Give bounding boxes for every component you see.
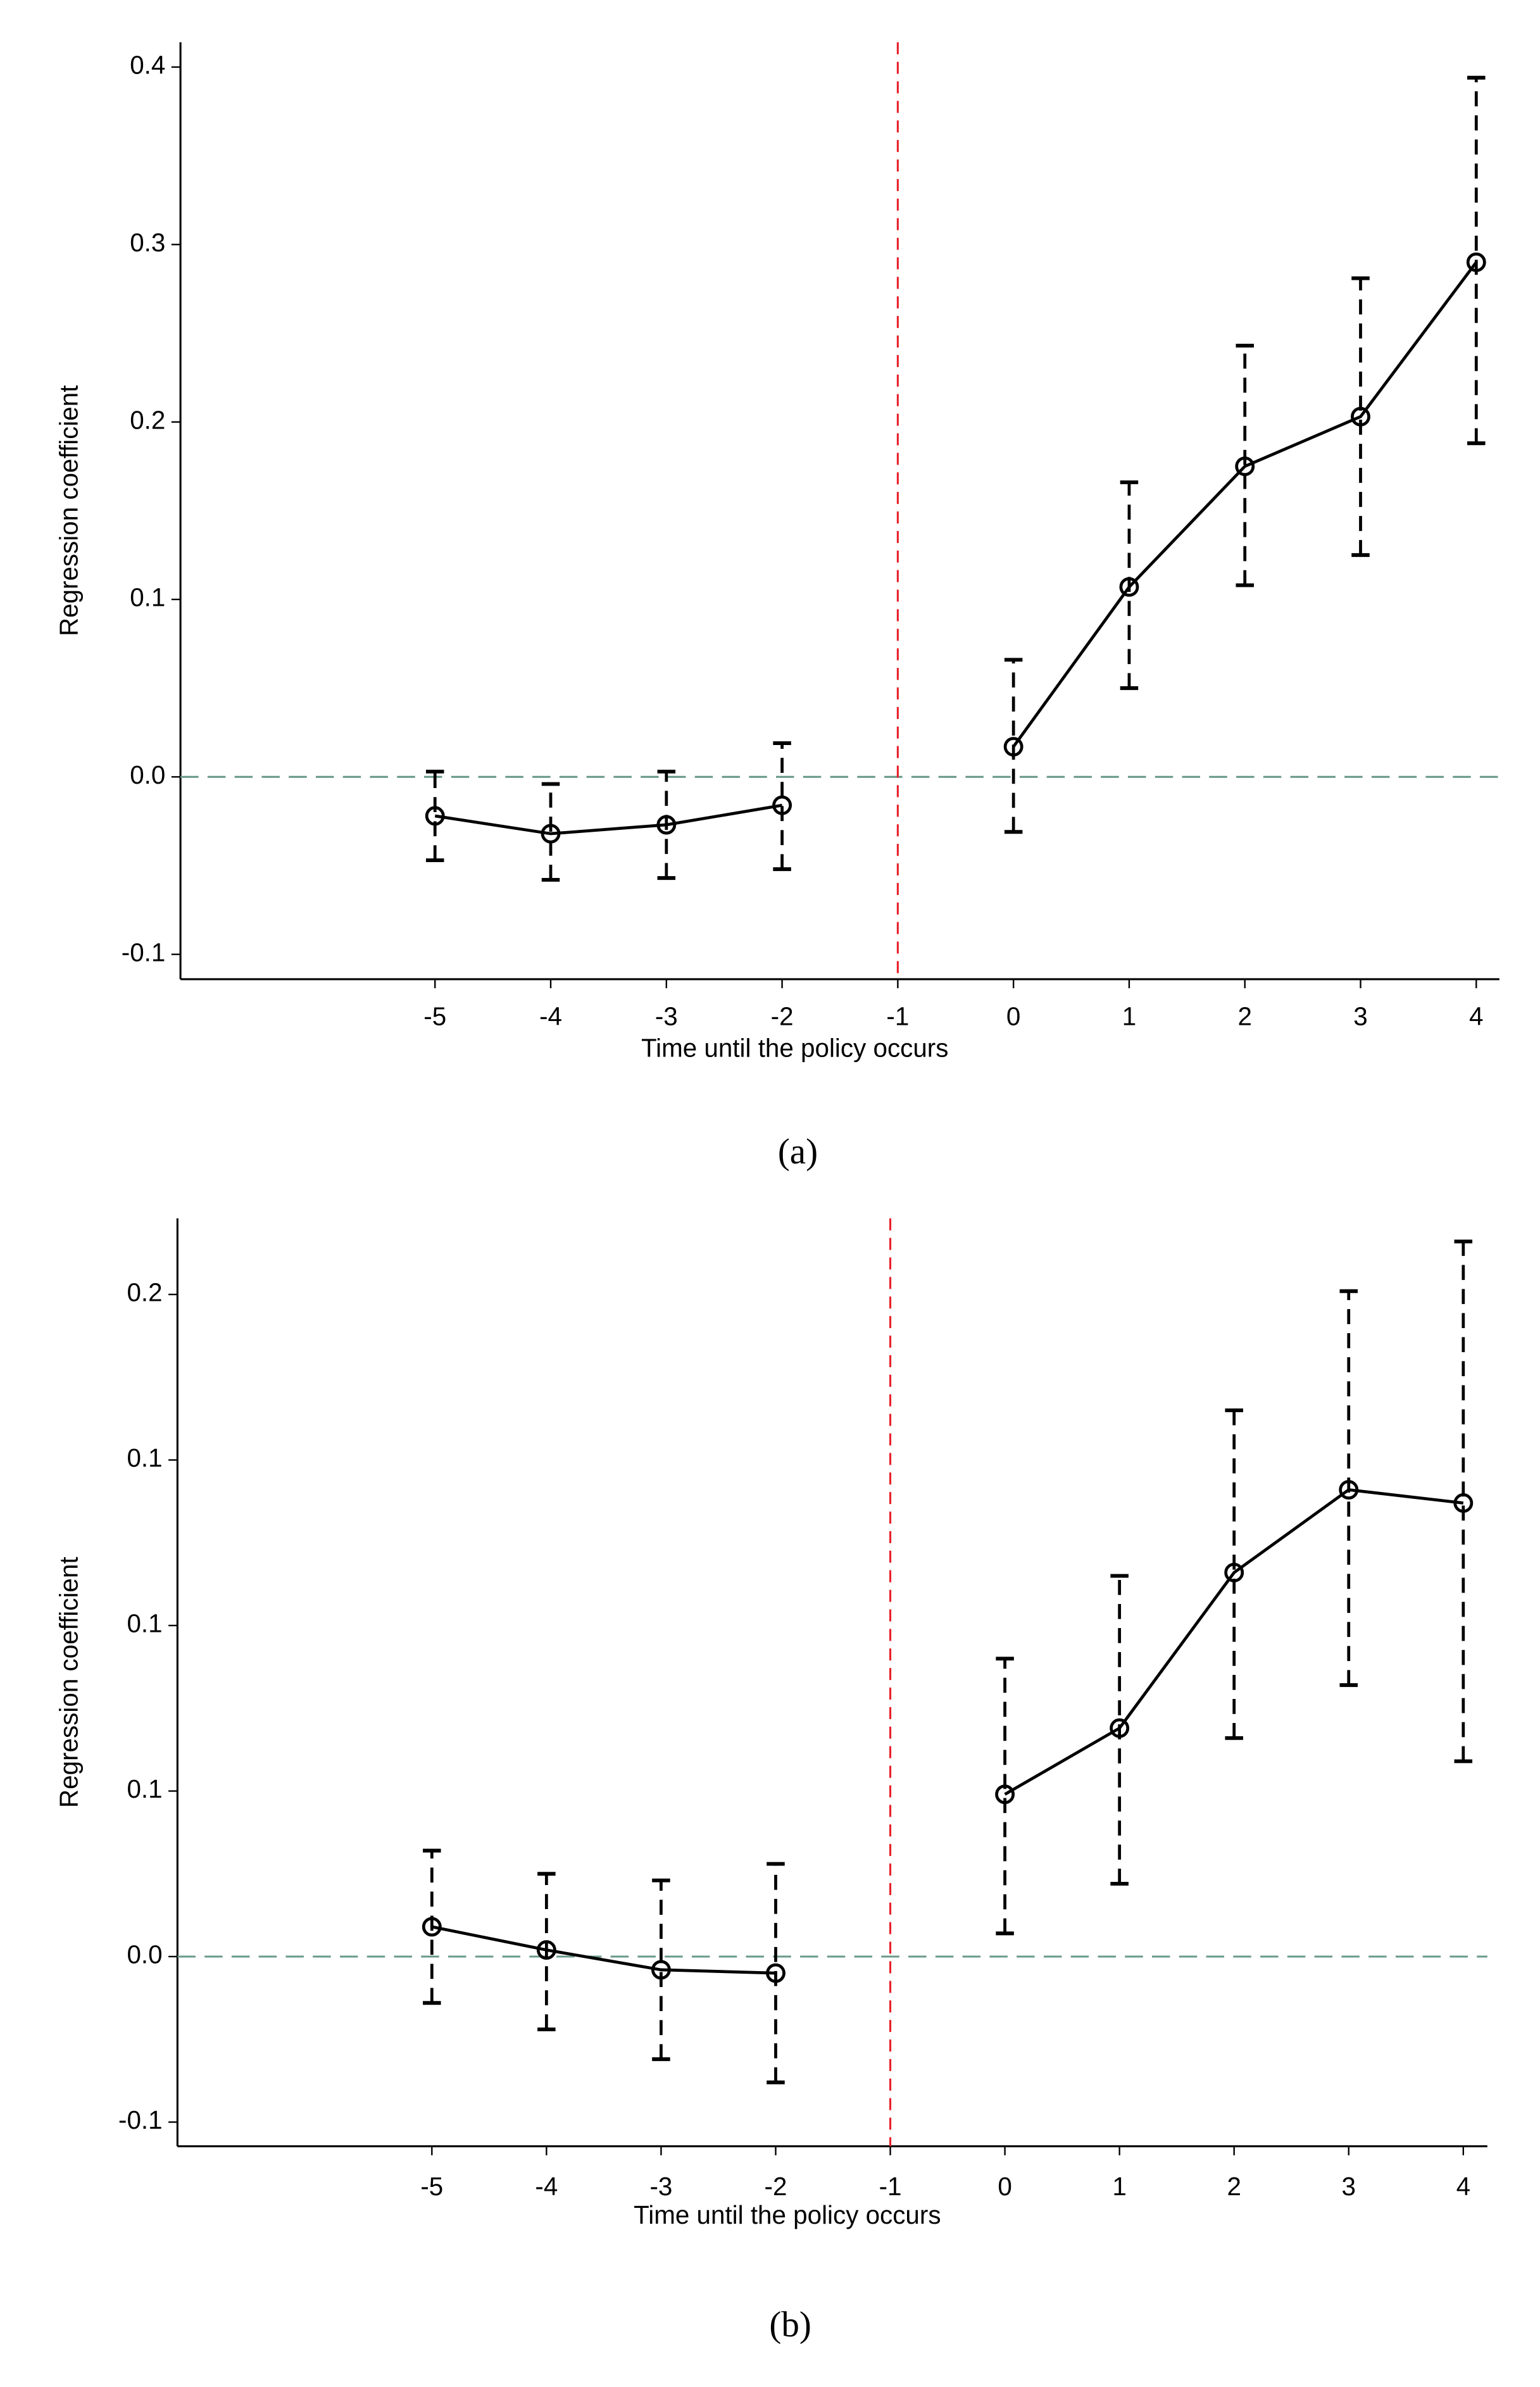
point: [772, 795, 792, 815]
point: [422, 1917, 442, 1937]
series-line: [431, 1925, 776, 1975]
point: [651, 1960, 671, 1980]
point: [1119, 577, 1139, 597]
x-tick-label: 2: [1227, 2172, 1241, 2201]
point: [1351, 406, 1370, 427]
x-tick-label: -1: [886, 1001, 909, 1031]
point: [1339, 1480, 1359, 1500]
x-tick-label: -5: [423, 1001, 446, 1031]
y-tick-label: 0.2: [127, 1278, 162, 1307]
y-axis-label: Regression coefficient: [54, 1557, 83, 1808]
x-tick-label: -2: [771, 1001, 794, 1031]
x-tick-label: -5: [420, 2172, 443, 2201]
y-tick-label: 0.3: [130, 228, 165, 257]
x-tick-label: 4: [1469, 1001, 1483, 1031]
x-axis-label: Time until the policy occurs: [641, 1033, 948, 1062]
y-tick-label: 0.1: [127, 1443, 162, 1472]
point: [1453, 1493, 1474, 1513]
x-tick-label: 3: [1342, 2172, 1356, 2201]
x-tick-label: -4: [539, 1001, 562, 1031]
caption: (a): [778, 1132, 818, 1172]
series-line: [434, 803, 782, 836]
point: [656, 815, 677, 835]
point: [1466, 252, 1486, 272]
y-tick-label: 0.1: [127, 1774, 162, 1803]
point: [1110, 1718, 1130, 1738]
point: [1224, 1562, 1244, 1582]
y-tick-label: 0.2: [130, 405, 165, 434]
point: [766, 1963, 786, 1983]
x-tick-label: -1: [879, 2172, 902, 2201]
y-tick-label: 0.4: [130, 51, 165, 80]
x-tick-label: 0: [998, 2172, 1011, 2201]
y-tick-label: 0.1: [127, 1609, 162, 1638]
point: [995, 1784, 1015, 1805]
point: [541, 824, 561, 844]
point: [536, 1940, 556, 1960]
point: [1003, 737, 1024, 757]
y-axis-label: Regression coefficient: [54, 385, 83, 637]
x-tick-label: 4: [1456, 2172, 1470, 2201]
series-line: [1012, 261, 1478, 748]
x-tick-label: 2: [1237, 1001, 1251, 1031]
x-tick-label: 0: [1006, 1001, 1020, 1031]
x-axis-label: Time until the policy occurs: [634, 2200, 941, 2229]
y-tick-label: -0.1: [122, 937, 166, 967]
x-tick-label: 1: [1112, 2172, 1126, 2201]
x-tick-label: -3: [655, 1001, 678, 1031]
x-tick-label: -4: [535, 2172, 558, 2201]
y-tick-label: 0.0: [127, 1940, 162, 1969]
y-tick-label: 0.1: [130, 583, 165, 612]
x-tick-label: 1: [1122, 1001, 1136, 1031]
x-tick-label: -3: [649, 2172, 672, 2201]
x-tick-label: -2: [765, 2172, 787, 2201]
caption: (b): [769, 2305, 811, 2345]
point: [425, 806, 445, 826]
point: [1235, 456, 1255, 477]
series-line: [1004, 1488, 1464, 1796]
x-tick-label: 3: [1353, 1001, 1367, 1031]
y-tick-label: 0.0: [130, 760, 165, 789]
y-tick-label: -0.1: [118, 2105, 163, 2134]
